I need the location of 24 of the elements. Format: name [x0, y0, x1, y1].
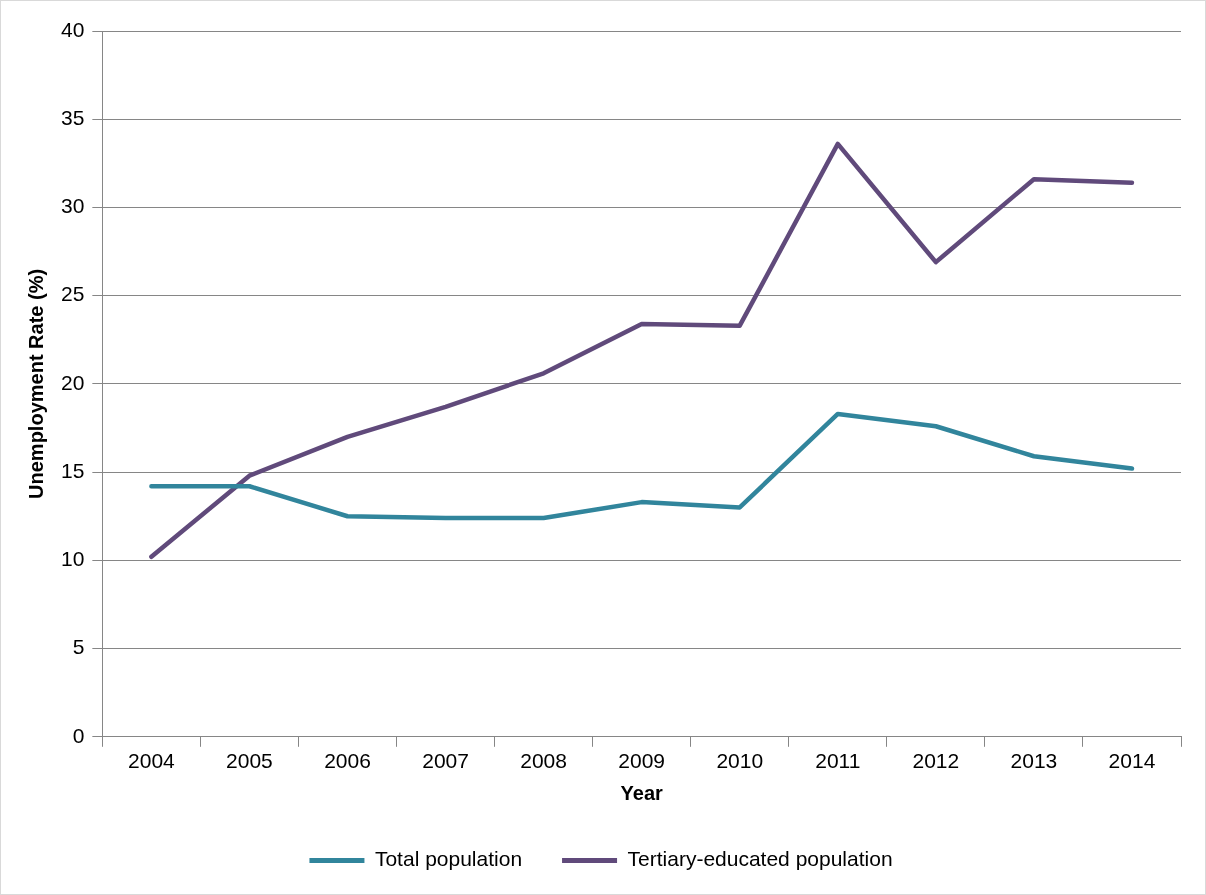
y-tick-label: 10	[61, 547, 85, 571]
legend-label: Total population	[374, 847, 523, 871]
y-tick-label: 5	[72, 635, 85, 659]
x-tick-label: 2011	[815, 749, 861, 773]
x-tick-label: 2006	[324, 749, 371, 773]
x-tick-label: 2012	[912, 749, 960, 773]
y-tick-label: 20	[61, 370, 85, 394]
x-tick-label: 2005	[226, 749, 273, 773]
x-tick-label: 2004	[128, 749, 176, 773]
y-tick-label: 0	[72, 723, 85, 747]
y-tick-label: 30	[61, 194, 85, 218]
y-tick-label: 40	[61, 17, 85, 41]
x-axis-title: Year	[620, 781, 664, 804]
y-tick-label: 35	[61, 106, 85, 130]
x-tick-label: 2014	[1108, 749, 1156, 773]
y-axis-title: Unemployment Rate (%)	[24, 268, 47, 499]
legend-label: Tertiary-educated population	[627, 847, 893, 871]
y-tick-label: 25	[61, 282, 85, 306]
x-tick-label: 2010	[716, 749, 764, 773]
x-tick-label: 2008	[520, 749, 567, 773]
y-tick-label: 15	[61, 458, 85, 482]
x-tick-label: 2013	[1010, 749, 1058, 773]
x-tick-label: 2007	[422, 749, 469, 773]
x-tick-label: 2009	[618, 749, 666, 773]
